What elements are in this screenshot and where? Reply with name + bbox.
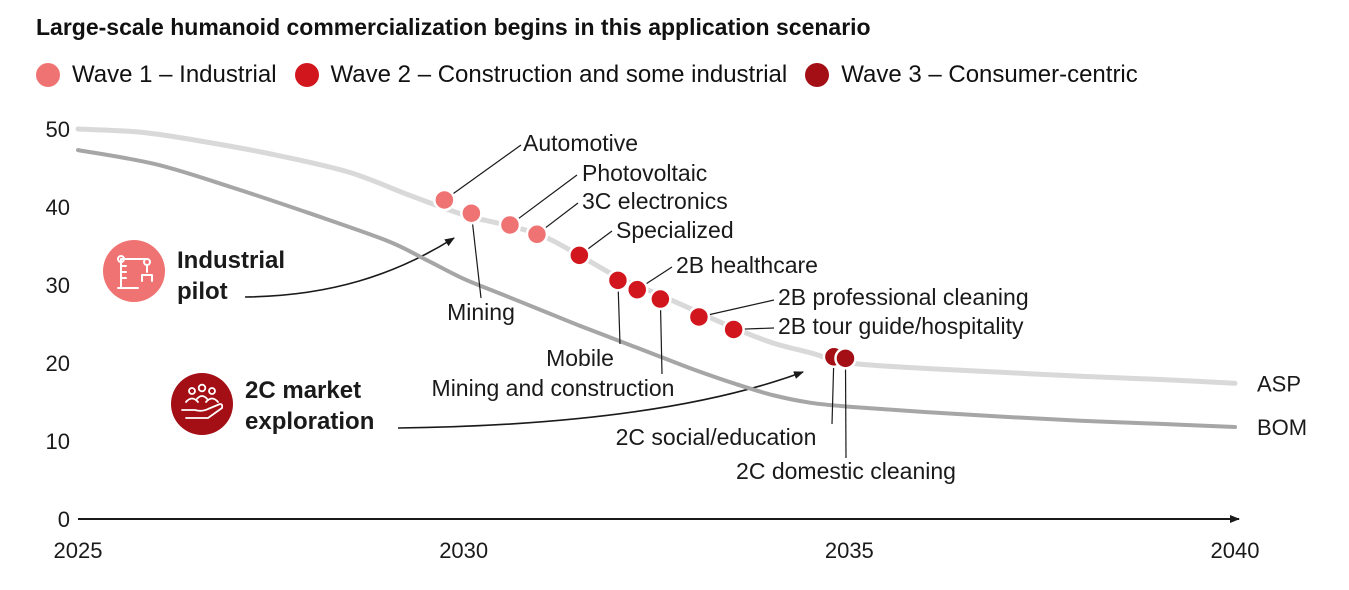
leader-line-2b-professional-cleaning	[698, 299, 775, 318]
robot-arm-icon-badge	[103, 240, 165, 302]
scenario-point-specialized	[568, 244, 591, 267]
annotation-arrow-2c	[397, 371, 804, 429]
scenario-label-2b-tour-guide-hospitality: 2B tour guide/hospitality	[778, 313, 1024, 339]
series-end-label-asp: ASP	[1257, 371, 1301, 396]
scenario-point-3c-electronics	[525, 223, 549, 246]
y-tick-label: 20	[46, 351, 70, 376]
x-tick-label: 2035	[825, 538, 874, 563]
scenario-label-2c-domestic-cleaning: 2C domestic cleaning	[736, 458, 956, 484]
x-tick-label: 2025	[54, 538, 103, 563]
scenario-point-automotive	[433, 188, 456, 212]
scenario-point-2b-healthcare	[625, 278, 649, 301]
scenario-point-2b-professional-cleaning	[687, 305, 711, 329]
scenario-label-2b-professional-cleaning: 2B professional cleaning	[778, 284, 1029, 310]
legend-marker-wave-2	[294, 63, 319, 87]
y-tick-label: 10	[46, 429, 70, 454]
scenario-label-mobile: Mobile	[546, 345, 614, 371]
annotation-industrial-pilot: Industrial pilot	[103, 237, 455, 305]
scenario-point-photovoltaic	[498, 213, 522, 237]
scenario-label-2c-social-education: 2C social/education	[616, 424, 817, 450]
scenario-label-photovoltaic: Photovoltaic	[582, 160, 707, 186]
annotation-arrow-industrial	[244, 237, 455, 298]
legend-label-wave-2: Wave 2 – Construction and some industria…	[330, 61, 788, 88]
x-tick-label: 2040	[1211, 538, 1260, 563]
leader-line-mining-and-construction	[659, 299, 663, 375]
scenario-point-2c-domestic-cleaning	[834, 347, 857, 370]
leader-line-mining	[470, 213, 482, 299]
legend-marker-wave-3	[805, 63, 830, 87]
y-tick-label: 40	[46, 195, 70, 220]
series-line-bom	[76, 148, 1237, 429]
y-tick-label: 30	[46, 273, 70, 298]
annotation-label-industrial-line-2: pilot	[177, 278, 228, 305]
scenario-point-mobile	[606, 269, 630, 292]
legend-item-wave-2: Wave 2 – Construction and some industria…	[294, 61, 788, 89]
y-tick-label: 50	[46, 117, 70, 142]
scenario-label-specialized: Specialized	[616, 217, 734, 243]
annotation-label-industrial-line-1: Industrial	[177, 247, 285, 274]
scenario-label-2b-healthcare: 2B healthcare	[676, 252, 818, 278]
leader-line-automotive	[444, 144, 522, 201]
robot-arm-icon	[117, 255, 153, 289]
people-hand-icon	[181, 383, 224, 419]
leader-line-2c-domestic-cleaning	[844, 358, 847, 459]
scenario-label-mining-and-construction: Mining and construction	[432, 375, 675, 401]
legend-label-wave-1: Wave 1 – Industrial	[72, 61, 277, 88]
scenario-point-mining-and-construction	[649, 287, 672, 311]
annotation-2c-market: 2C market exploration	[171, 371, 804, 435]
legend-marker-wave-1	[36, 63, 60, 87]
scenario-point-2b-tour-guide-hospitality	[722, 318, 745, 341]
legend-label-wave-3: Wave 3 – Consumer-centric	[841, 61, 1138, 88]
scenario-label-mining: Mining	[447, 299, 515, 325]
series-end-label-bom: BOM	[1257, 415, 1307, 440]
legend-item-wave-1: Wave 1 – Industrial	[36, 61, 277, 89]
y-tick-label: 0	[58, 507, 70, 532]
legend-item-wave-3: Wave 3 – Consumer-centric	[805, 61, 1138, 89]
annotation-label-2c-line-2: exploration	[245, 408, 374, 435]
scenario-label-automotive: Automotive	[523, 130, 638, 156]
annotation-label-2c-line-1: 2C market	[245, 377, 361, 404]
people-hand-icon-badge	[171, 373, 233, 435]
scenario-label-3c-electronics: 3C electronics	[582, 188, 728, 214]
chart-title: Large-scale humanoid commercialization b…	[36, 14, 871, 40]
legend: Wave 1 – Industrial Wave 2 – Constructio…	[36, 58, 1156, 92]
x-tick-label: 2030	[439, 538, 488, 563]
leader-line-photovoltaic	[509, 174, 578, 226]
scenario-point-mining	[460, 201, 483, 225]
